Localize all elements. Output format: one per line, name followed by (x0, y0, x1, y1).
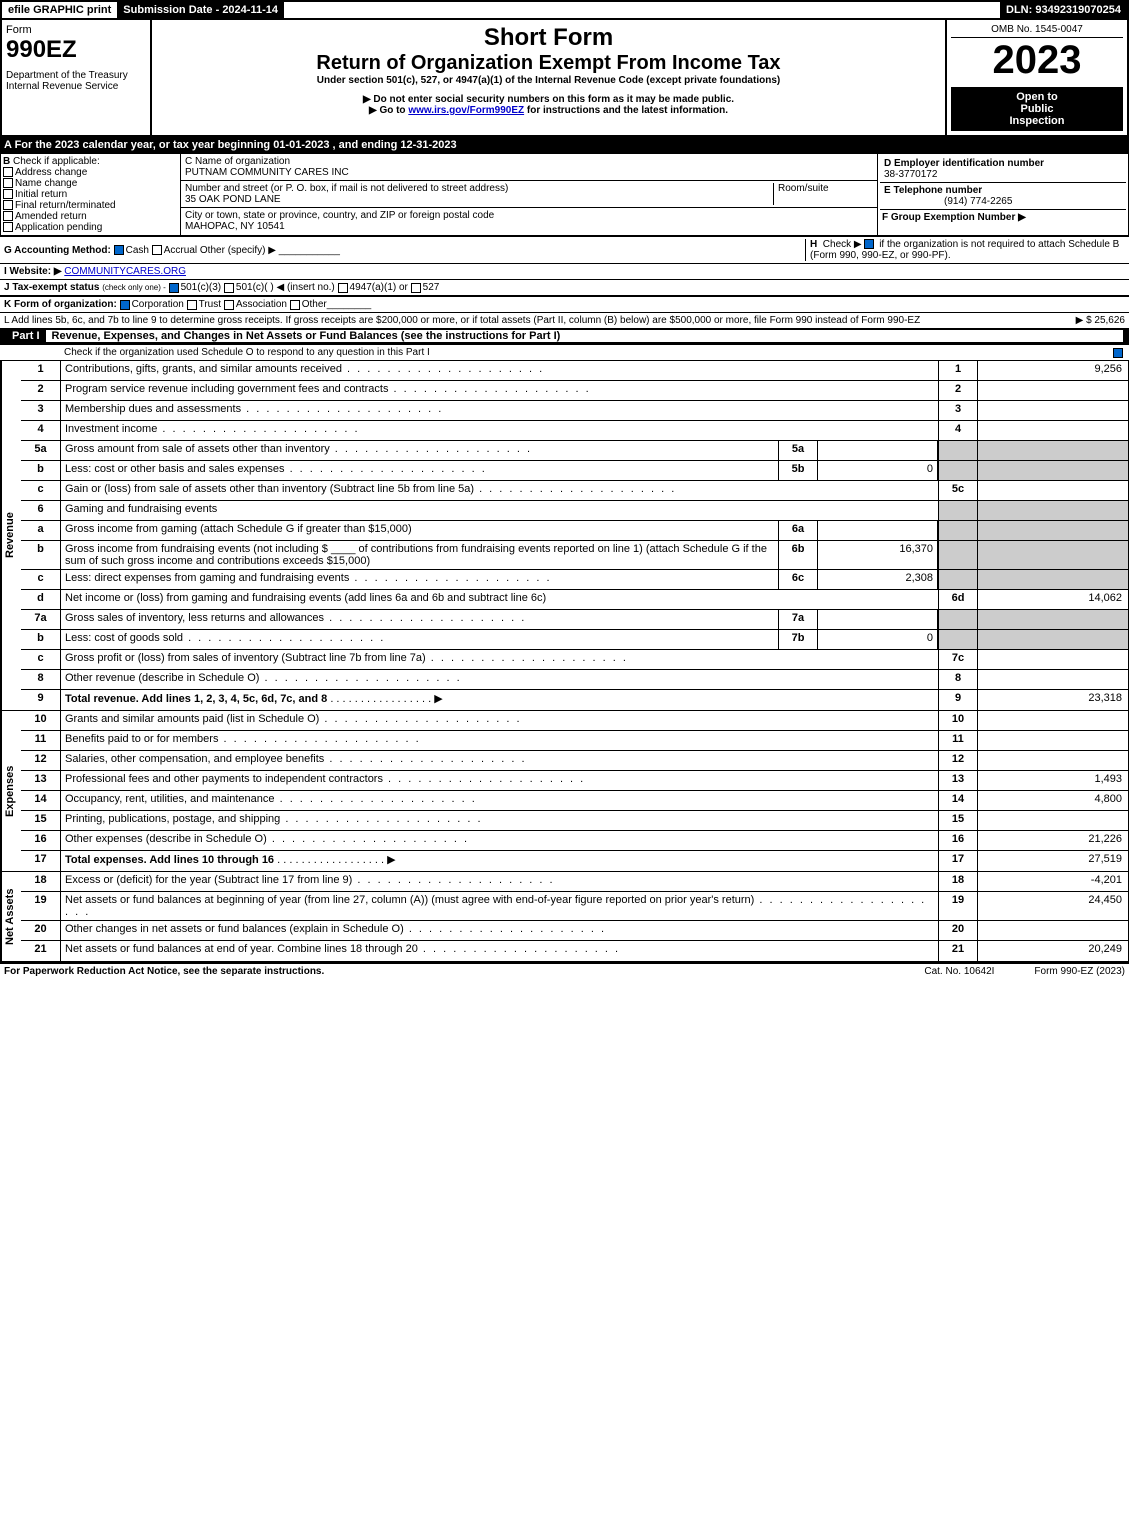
amended-return-checkbox[interactable] (3, 211, 13, 221)
net-assets-label: Net Assets (1, 872, 21, 961)
accrual-checkbox[interactable] (152, 245, 162, 255)
section-a: A For the 2023 calendar year, or tax yea… (0, 137, 1129, 153)
line-5b-value: 0 (818, 461, 938, 480)
total-expenses: 27,519 (978, 851, 1128, 871)
assoc-checkbox[interactable] (224, 300, 234, 310)
dept-treasury: Department of the Treasury (6, 70, 146, 81)
line-19-value: 24,450 (978, 892, 1128, 920)
line-14-value: 4,800 (978, 791, 1128, 810)
part-1-header: Part I Revenue, Expenses, and Changes in… (0, 328, 1129, 344)
initial-return-checkbox[interactable] (3, 189, 13, 199)
row-i: I Website: ▶ COMMUNITYCARES.ORG (0, 263, 1129, 279)
form-ref: Form 990-EZ (2023) (1034, 966, 1125, 977)
line-16-value: 21,226 (978, 831, 1128, 850)
net-assets-table: Net Assets 18Excess or (deficit) for the… (0, 872, 1129, 962)
application-pending-checkbox[interactable] (3, 222, 13, 232)
trust-checkbox[interactable] (187, 300, 197, 310)
gross-receipts: ▶ $ 25,626 (1076, 315, 1125, 326)
short-form-title: Short Form (156, 24, 941, 52)
org-name: PUTNAM COMMUNITY CARES INC (185, 167, 349, 178)
501c-checkbox[interactable] (224, 283, 234, 293)
group-exemption: F Group Exemption Number ▶ (882, 212, 1026, 223)
line-13-value: 1,493 (978, 771, 1128, 790)
form-header: Form 990EZ Department of the Treasury In… (0, 20, 1129, 137)
total-revenue: 23,318 (978, 690, 1128, 710)
line-6b-value: 16,370 (818, 541, 938, 569)
row-l: L Add lines 5b, 6c, and 7b to line 9 to … (0, 312, 1129, 328)
revenue-table: Revenue 1Contributions, gifts, grants, a… (0, 360, 1129, 711)
cash-checkbox[interactable] (114, 245, 124, 255)
room-suite: Room/suite (773, 183, 873, 205)
website-link[interactable]: COMMUNITYCARES.ORG (64, 266, 186, 277)
subtitle: Under section 501(c), 527, or 4947(a)(1)… (156, 75, 941, 86)
line-7b-value: 0 (818, 630, 938, 649)
other-org-checkbox[interactable] (290, 300, 300, 310)
top-bar: efile GRAPHIC print Submission Date - 20… (0, 0, 1129, 20)
row-k: K Form of organization: Corporation Trus… (0, 295, 1129, 312)
line-1-value: 9,256 (978, 361, 1128, 380)
part-1-check: Check if the organization used Schedule … (0, 344, 1129, 360)
telephone: (914) 774-2265 (884, 196, 1012, 207)
ssn-warning: ▶ Do not enter social security numbers o… (156, 94, 941, 105)
line-6d-value: 14,062 (978, 590, 1128, 609)
irs-label: Internal Revenue Service (6, 81, 146, 92)
final-return-checkbox[interactable] (3, 200, 13, 210)
4947-checkbox[interactable] (338, 283, 348, 293)
city-state-zip: MAHOPAC, NY 10541 (185, 221, 285, 232)
efile-label[interactable]: efile GRAPHIC print (2, 2, 117, 18)
address-change-checkbox[interactable] (3, 167, 13, 177)
527-checkbox[interactable] (411, 283, 421, 293)
line-6c-value: 2,308 (818, 570, 938, 589)
cat-no: Cat. No. 10642I (924, 966, 994, 977)
name-change-checkbox[interactable] (3, 178, 13, 188)
form-word: Form (6, 24, 146, 36)
column-d: D Employer identification number 38-3770… (878, 154, 1128, 235)
info-grid: B Check if applicable: Address change Na… (0, 153, 1129, 236)
row-g-h: G Accounting Method: Cash Accrual Other … (0, 236, 1129, 263)
expenses-label: Expenses (1, 711, 21, 871)
tax-year: 2023 (951, 38, 1123, 83)
street-address: 35 OAK POND LANE (185, 194, 281, 205)
goto-link[interactable]: ▶ Go to www.irs.gov/Form990EZ for instru… (156, 105, 941, 116)
revenue-label: Revenue (1, 361, 21, 710)
corp-checkbox[interactable] (120, 300, 130, 310)
expenses-table: Expenses 10Grants and similar amounts pa… (0, 711, 1129, 872)
schedule-o-checkbox[interactable] (1113, 348, 1123, 358)
submission-date: Submission Date - 2024-11-14 (117, 2, 284, 18)
open-inspection-box: Open to Public Inspection (951, 87, 1123, 131)
column-b: B Check if applicable: Address change Na… (1, 154, 181, 235)
ein: 38-3770172 (884, 169, 937, 180)
paperwork-notice: For Paperwork Reduction Act Notice, see … (4, 966, 324, 977)
form-number: 990EZ (6, 36, 146, 64)
row-j: J Tax-exempt status (check only one) - 5… (0, 279, 1129, 295)
line-21-value: 20,249 (978, 941, 1128, 961)
return-title: Return of Organization Exempt From Incom… (156, 52, 941, 75)
dln: DLN: 93492319070254 (1000, 2, 1127, 18)
line-18-value: -4,201 (978, 872, 1128, 891)
footer: For Paperwork Reduction Act Notice, see … (0, 962, 1129, 979)
column-c: C Name of organization PUTNAM COMMUNITY … (181, 154, 878, 235)
501c3-checkbox[interactable] (169, 283, 179, 293)
omb-number: OMB No. 1545-0047 (951, 24, 1123, 38)
schedule-b-checkbox[interactable] (864, 239, 874, 249)
